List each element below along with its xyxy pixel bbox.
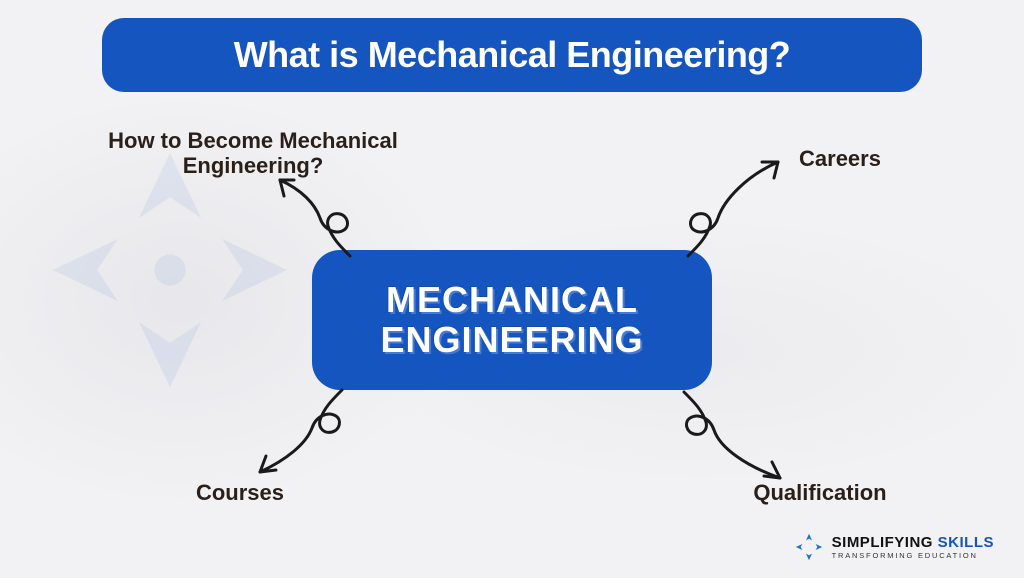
- footer-brand-plain: SIMPLIFYING: [832, 534, 933, 551]
- footer-tagline: TRANSFORMING EDUCATION: [832, 552, 994, 560]
- center-line1: MECHANICAL: [386, 280, 638, 320]
- arrow-top-right: [660, 148, 810, 263]
- title-bar: What is Mechanical Engineering?: [102, 18, 922, 92]
- footer-brand-accent: SKILLS: [933, 534, 994, 551]
- center-node: MECHANICAL ENGINEERING: [312, 250, 712, 390]
- arrow-bottom-left: [230, 380, 360, 485]
- center-line2: ENGINEERING: [380, 320, 643, 360]
- footer-logo: SIMPLIFYING SKILLS TRANSFORMING EDUCATIO…: [794, 532, 994, 562]
- arrow-bottom-right: [660, 382, 810, 492]
- logo-mark-icon: [794, 532, 824, 562]
- arrow-top-left: [240, 168, 380, 268]
- footer-brand: SIMPLIFYING SKILLS: [832, 535, 994, 550]
- title-text: What is Mechanical Engineering?: [234, 34, 791, 76]
